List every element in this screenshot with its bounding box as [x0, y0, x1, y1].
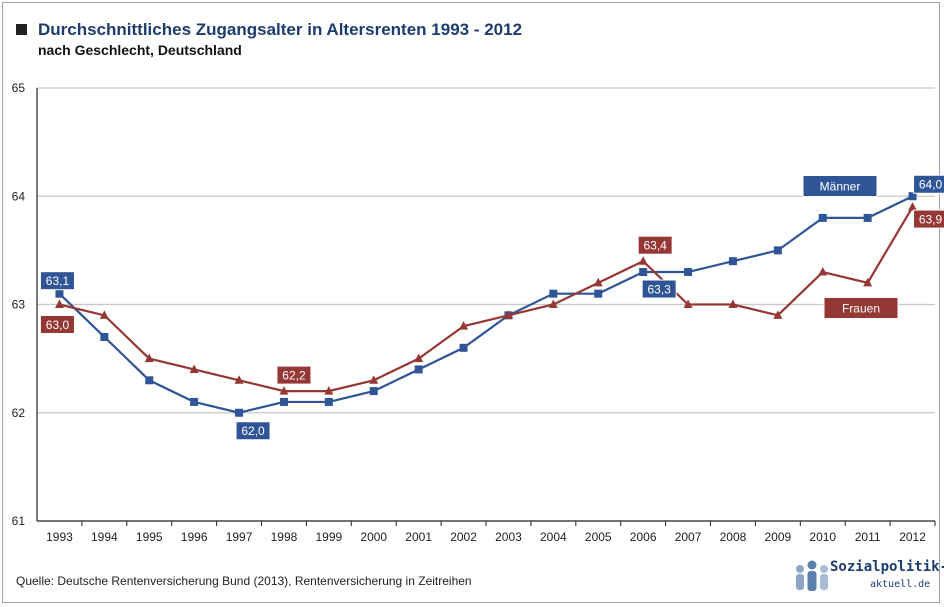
- x-tick-label-1998: 1998: [271, 530, 298, 544]
- x-tick-label-2007: 2007: [675, 530, 702, 544]
- point-frauen-1993: [54, 299, 64, 308]
- svg-text:Männer: Männer: [820, 179, 861, 193]
- svg-text:63,3: 63,3: [647, 282, 671, 296]
- title-bullet-icon: [16, 24, 27, 35]
- point-frauen-1998: [279, 386, 289, 395]
- logo-text-main: Sozialpolitik-: [830, 559, 944, 575]
- x-tick-label-2000: 2000: [360, 530, 387, 544]
- point-maenner-2002: [459, 343, 468, 352]
- point-frauen-2008: [728, 299, 738, 308]
- chart-title: Durchschnittliches Zugangsalter in Alter…: [38, 20, 523, 39]
- x-tick-label-2008: 2008: [720, 530, 747, 544]
- y-tick-label-65: 65: [12, 81, 26, 95]
- svg-text:64,0: 64,0: [919, 178, 943, 192]
- x-tick-label-1993: 1993: [46, 530, 73, 544]
- svg-text:63,4: 63,4: [643, 239, 667, 253]
- x-tick-label-2004: 2004: [540, 530, 567, 544]
- x-tick-label-1995: 1995: [136, 530, 163, 544]
- point-maenner-2006: [639, 268, 648, 277]
- people-figures-icon: [796, 560, 828, 591]
- point-frauen-2007: [683, 299, 693, 308]
- series-label-frauen: Frauen: [823, 297, 899, 319]
- point-maenner-1993: [55, 289, 64, 298]
- point-frauen-2006: [638, 256, 648, 265]
- value-label-maenner-2012: 64,0: [913, 174, 944, 194]
- point-frauen-2001: [414, 353, 424, 363]
- x-tick-label-2009: 2009: [764, 530, 791, 544]
- value-label-frauen-2006: 63,4: [637, 235, 673, 255]
- point-frauen-1995: [144, 353, 154, 363]
- chart-subtitle: nach Geschlecht, Deutschland: [38, 42, 242, 58]
- x-tick-label-2003: 2003: [495, 530, 522, 544]
- y-tick-label-63: 63: [12, 298, 26, 312]
- y-tick-label-61: 61: [12, 514, 26, 528]
- point-maenner-2010: [818, 213, 827, 222]
- point-maenner-2004: [549, 289, 558, 298]
- value-label-frauen-1993: 63,0: [39, 315, 75, 334]
- x-tick-label-2006: 2006: [630, 530, 657, 544]
- y-tick-label-62: 62: [12, 406, 26, 420]
- series-label-maenner: Männer: [802, 175, 878, 197]
- point-frauen-2004: [548, 299, 558, 308]
- x-tick-label-1999: 1999: [315, 530, 342, 544]
- x-tick-label-1996: 1996: [181, 530, 208, 544]
- y-tick-label-64: 64: [12, 189, 26, 203]
- point-maenner-1998: [279, 397, 288, 406]
- point-maenner-1995: [145, 376, 154, 385]
- value-label-frauen-2012: 63,9: [913, 209, 944, 229]
- point-maenner-2001: [414, 365, 423, 374]
- point-maenner-2007: [684, 268, 693, 277]
- series-line-frauen: [59, 206, 914, 393]
- point-frauen-2011: [863, 277, 873, 287]
- point-frauen-2005: [593, 277, 603, 287]
- value-label-maenner-1997: 62,0: [235, 421, 271, 441]
- point-frauen-2002: [459, 321, 469, 330]
- point-maenner-2008: [728, 257, 737, 266]
- point-maenner-2012: [908, 192, 917, 201]
- svg-text:63,0: 63,0: [46, 318, 70, 332]
- x-tick-label-2011: 2011: [855, 530, 881, 544]
- point-maenner-2009: [773, 246, 782, 255]
- point-frauen-1996: [189, 364, 199, 373]
- x-tick-label-2010: 2010: [809, 530, 836, 544]
- point-maenner-1999: [324, 397, 333, 406]
- point-frauen-1997: [234, 375, 244, 384]
- point-maenner-1994: [100, 332, 109, 341]
- svg-text:63,1: 63,1: [46, 274, 70, 288]
- point-maenner-2005: [594, 289, 603, 298]
- source-note: Quelle: Deutsche Rentenversicherung Bund…: [16, 574, 472, 588]
- point-frauen-1994: [99, 310, 109, 319]
- svg-text:62,0: 62,0: [241, 424, 265, 438]
- logo-text-sub: aktuell.de: [870, 579, 931, 590]
- point-frauen-2010: [818, 267, 828, 276]
- point-frauen-2009: [773, 310, 783, 319]
- point-maenner-1996: [190, 397, 199, 406]
- x-tick-label-2005: 2005: [585, 530, 612, 544]
- point-frauen-2000: [369, 375, 379, 384]
- series-line-maenner: [58, 195, 914, 414]
- point-frauen-2012: [908, 202, 918, 211]
- svg-text:63,9: 63,9: [919, 212, 943, 226]
- x-tick-label-1994: 1994: [91, 530, 118, 544]
- x-tick-label-2012: 2012: [899, 530, 926, 544]
- svg-text:Frauen: Frauen: [842, 301, 880, 315]
- point-maenner-2000: [369, 387, 378, 396]
- point-frauen-2003: [503, 310, 513, 319]
- value-label-maenner-1993: 63,1: [39, 271, 75, 291]
- value-label-maenner-2006: 63,3: [641, 279, 677, 299]
- x-tick-label-2002: 2002: [450, 530, 477, 544]
- point-maenner-1997: [235, 408, 244, 417]
- point-frauen-1999: [324, 386, 334, 395]
- x-tick-label-2001: 2001: [405, 530, 432, 544]
- x-tick-label-1997: 1997: [226, 530, 253, 544]
- svg-text:62,2: 62,2: [282, 368, 306, 382]
- sozialpolitik-logo: Sozialpolitik- aktuell.de: [792, 553, 944, 597]
- value-label-frauen-1998: 62,2: [276, 365, 312, 385]
- point-maenner-2011: [863, 213, 872, 222]
